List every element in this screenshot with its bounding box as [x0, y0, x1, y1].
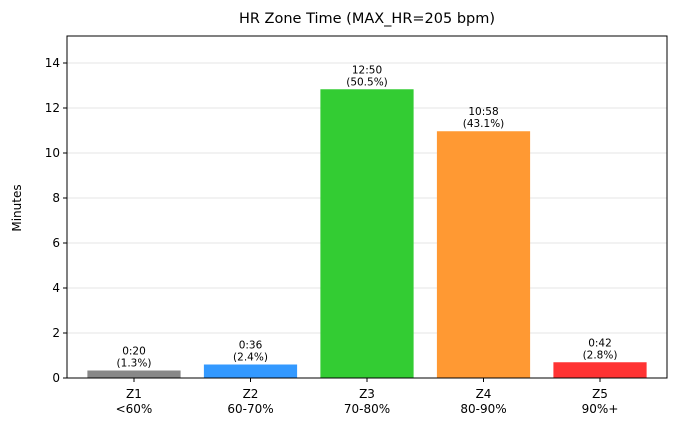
bar-z3 [320, 89, 414, 378]
plot-frame [66, 35, 668, 379]
bar-z2 [203, 364, 298, 378]
bars [87, 89, 647, 378]
x-tick-label-range: <60% [116, 402, 153, 416]
data-label-time: 10:58 [468, 106, 498, 118]
x-tick-label-zone: Z3 [359, 387, 375, 401]
data-label-time: 0:42 [588, 337, 612, 349]
data-label-percent: (2.4%) [233, 352, 268, 364]
chart-title: HR Zone Time (MAX_HR=205 bpm) [239, 11, 495, 27]
x-tick-label-range: 80-90% [460, 402, 506, 416]
data-label-percent: (50.5%) [346, 76, 388, 88]
data-label-percent: (2.8%) [583, 349, 618, 361]
x-tick-label-zone: Z2 [243, 387, 259, 401]
y-tick-label: 8 [52, 191, 60, 205]
y-tick-label: 6 [52, 236, 60, 250]
data-label-percent: (1.3%) [117, 358, 152, 370]
data-labels: 0:20(1.3%) 0:36(2.4%) 12:50(50.5%) 10:58(43… [117, 64, 618, 369]
y-ticks: 0 2 4 6 8 10 12 14 [45, 56, 67, 385]
x-tick-label-zone: Z5 [592, 387, 608, 401]
y-tick-label: 2 [52, 326, 60, 340]
data-label-time: 0:36 [239, 340, 263, 352]
y-tick-label: 4 [52, 281, 60, 295]
y-tick-label: 12 [45, 101, 60, 115]
x-tick-label-zone: Z4 [476, 387, 492, 401]
x-tick-label-range: 90%+ [582, 402, 619, 416]
y-tick-label: 14 [45, 56, 60, 70]
y-tick-label: 0 [52, 371, 60, 385]
bar-z5 [553, 362, 647, 378]
data-label-percent: (43.1%) [463, 118, 505, 130]
x-tick-label-range: 60-70% [227, 402, 273, 416]
bar-z1 [87, 370, 181, 378]
x-tick-label-range: 70-80% [344, 402, 390, 416]
data-label-time: 12:50 [352, 64, 382, 76]
y-tick-label: 10 [45, 146, 60, 160]
y-axis-label: Minutes [10, 184, 24, 231]
x-tick-label-zone: Z1 [126, 387, 142, 401]
bar-z4 [436, 131, 531, 378]
data-label-time: 0:20 [122, 346, 146, 358]
